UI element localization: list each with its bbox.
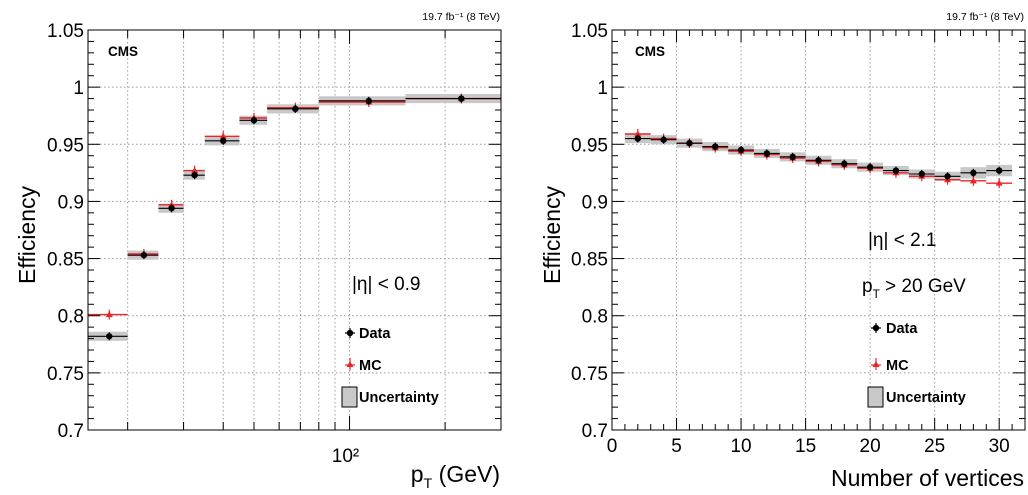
right-lumi-label: 19.7 fb⁻¹ (8 TeV) — [946, 11, 1024, 23]
label-subscript: T — [424, 476, 433, 492]
label-base: p — [411, 461, 424, 487]
data-point — [634, 135, 642, 142]
y-tick-label: 0.95 — [571, 135, 608, 156]
left-cms-label: CMS — [108, 44, 138, 59]
left-x-axis-label: pT (GeV) — [411, 461, 500, 492]
x-tick-label: 25 — [924, 436, 945, 457]
right-efficiency-vs-vertices-panel: 0.7 0.75 0.8 0.85 0.9 0.95 1 1.05 0 5 10 15 20 25 30 1… — [539, 11, 1026, 491]
data-point — [712, 143, 719, 150]
mc-point — [191, 167, 199, 174]
mc-point — [995, 179, 1003, 186]
right-plot-area — [612, 30, 1025, 430]
data-point — [892, 167, 900, 174]
left-legend: Data MC Uncertainty — [341, 326, 439, 408]
mc-point — [634, 130, 642, 137]
data-point — [106, 333, 113, 340]
data-point — [918, 170, 925, 178]
right-legend-data-marker — [871, 323, 881, 333]
data-point — [191, 171, 198, 179]
y-tick-label: 0.85 — [571, 250, 608, 271]
left-legend-mc-marker — [345, 358, 355, 370]
x-tick-label: 0 — [607, 436, 618, 457]
data-point — [458, 95, 465, 102]
left-legend-uncertainty-swatch — [341, 386, 358, 408]
right-legend-data-label: Data — [886, 321, 918, 337]
right-pt-selection: pT > 20 GeV — [862, 276, 966, 301]
left-legend-data-label: Data — [359, 326, 391, 342]
mc-point — [219, 132, 227, 139]
label-rest: (GeV) — [432, 461, 500, 487]
right-x-axis-label: Number of vertices — [831, 465, 1024, 491]
label-subscript: T — [873, 288, 880, 301]
data-point — [970, 169, 977, 177]
left-plot-area — [88, 30, 501, 430]
data-point — [686, 139, 693, 147]
right-data-series — [624, 134, 1013, 181]
y-tick-label: 0.75 — [47, 364, 84, 385]
y-tick-label: 1 — [73, 78, 84, 99]
y-tick-label: 0.75 — [571, 364, 608, 385]
right-legend-mc-label: MC — [886, 358, 909, 374]
data-point — [763, 150, 771, 157]
data-point — [995, 167, 1003, 174]
data-point — [737, 146, 745, 154]
y-tick-label: 0.7 — [58, 421, 84, 442]
data-point — [220, 137, 227, 145]
left-efficiency-vs-pt-panel: 0.7 0.75 0.8 0.85 0.9 0.95 1 1.05 10² 19.7 fb⁻¹ … — [14, 11, 502, 492]
right-legend: Data MC Uncertainty — [867, 321, 966, 408]
data-point — [365, 97, 373, 105]
data-point — [789, 153, 796, 161]
right-axis-ticks: 0.7 0.75 0.8 0.85 0.9 0.95 1 1.05 0 5 10 15 20 25 30 — [571, 21, 1025, 457]
right-legend-uncertainty-swatch — [867, 386, 884, 408]
data-point — [168, 205, 175, 212]
y-tick-label: 0.8 — [582, 307, 608, 328]
y-tick-label: 0.85 — [47, 250, 84, 271]
left-axis-ticks: 0.7 0.75 0.8 0.85 0.9 0.95 1 1.05 10² — [47, 21, 501, 467]
right-grid — [612, 30, 1025, 430]
left-legend-uncertainty-label: Uncertainty — [359, 390, 439, 406]
left-data-series — [88, 94, 501, 341]
left-plot-frame — [87, 29, 502, 431]
right-eta-selection: |η| < 2.1 — [868, 230, 937, 251]
x-tick-label: 5 — [671, 436, 682, 457]
y-tick-label: 1.05 — [47, 21, 84, 42]
right-legend-mc-marker — [871, 358, 881, 370]
data-point — [140, 251, 148, 259]
data-point — [250, 117, 258, 124]
right-y-axis-label: Efficiency — [539, 185, 565, 284]
y-tick-label: 0.9 — [58, 192, 84, 213]
left-legend-data-marker — [345, 328, 355, 338]
x-tick-label: 10 — [730, 436, 751, 457]
label-rest: > 20 GeV — [880, 276, 966, 297]
y-tick-label: 1.05 — [571, 21, 608, 42]
data-point — [866, 163, 874, 171]
data-point — [292, 105, 299, 113]
y-tick-label: 0.7 — [582, 421, 608, 442]
mc-point — [105, 311, 113, 318]
left-y-axis-label: Efficiency — [14, 185, 40, 284]
right-legend-uncertainty-label: Uncertainty — [886, 390, 966, 406]
x-tick-label: 10² — [332, 446, 359, 467]
mc-point — [969, 177, 977, 184]
x-tick-label: 20 — [860, 436, 881, 457]
right-cms-label: CMS — [635, 44, 665, 59]
label-base: p — [862, 276, 873, 297]
left-eta-selection: |η| < 0.9 — [352, 274, 421, 295]
x-tick-label: 15 — [795, 436, 816, 457]
y-tick-label: 1 — [597, 78, 608, 99]
y-tick-label: 0.9 — [582, 192, 608, 213]
data-point — [944, 173, 951, 180]
left-legend-mc-label: MC — [359, 358, 382, 374]
data-point — [841, 160, 848, 167]
y-tick-label: 0.8 — [58, 307, 84, 328]
data-point — [815, 157, 822, 164]
x-tick-label: 30 — [989, 436, 1010, 457]
y-tick-label: 0.95 — [47, 135, 84, 156]
data-point — [660, 136, 667, 143]
left-lumi-label: 19.7 fb⁻¹ (8 TeV) — [422, 11, 500, 23]
